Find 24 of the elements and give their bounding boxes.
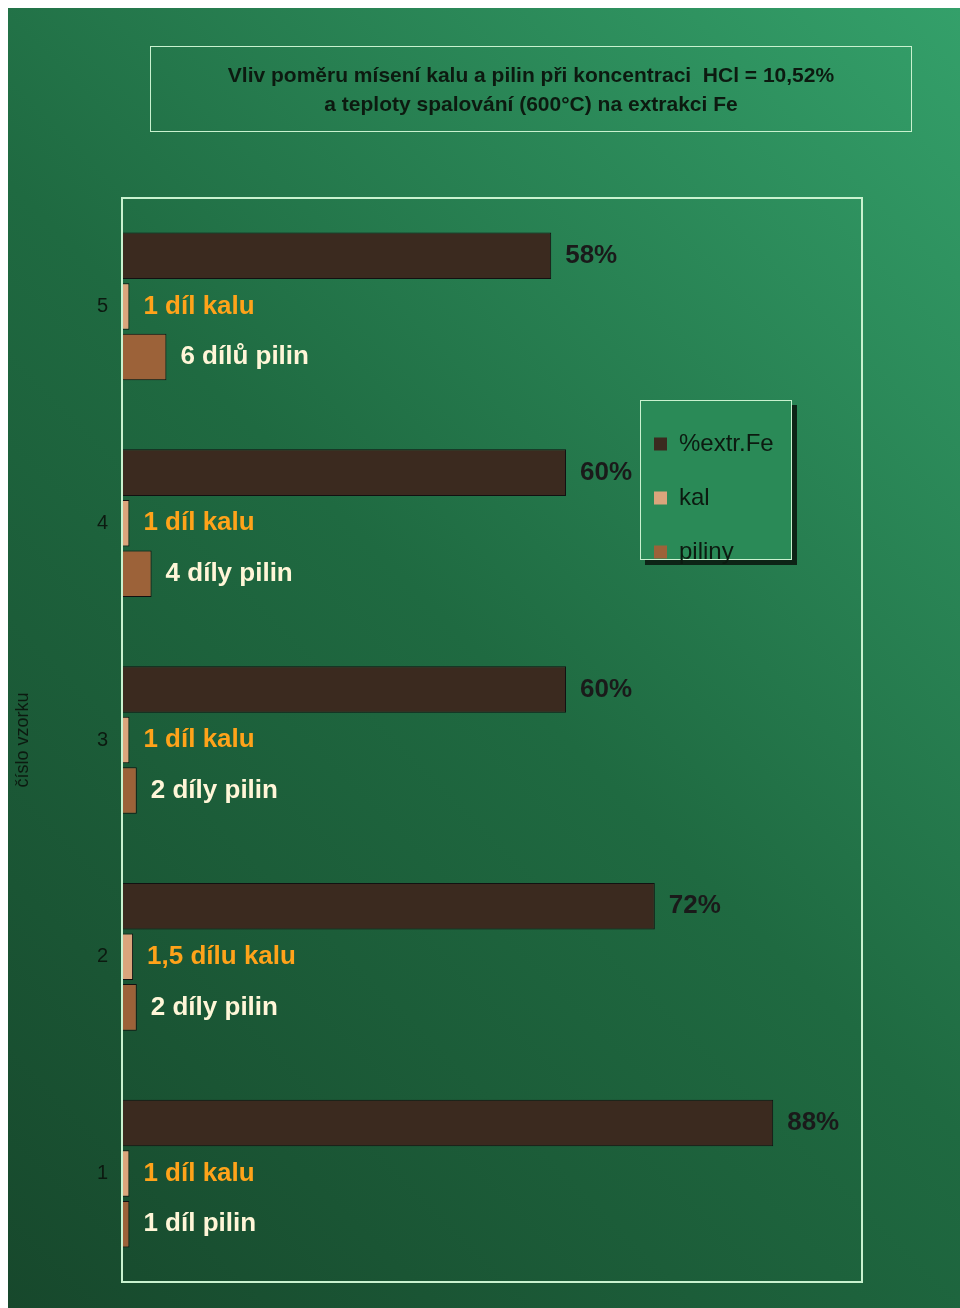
y-tick-label: 2 — [96, 944, 108, 967]
data-label: 60% — [580, 672, 633, 703]
data-label: 1,5 dílu kalu — [147, 939, 296, 970]
data-label: 1 díl kalu — [143, 1156, 255, 1187]
legend-label: kal — [679, 482, 710, 510]
data-label: 4 díly pilin — [165, 556, 293, 587]
y-tick-label: 3 — [96, 727, 108, 750]
data-label: 2 díly pilin — [150, 990, 278, 1021]
data-label: 1 díl pilin — [143, 1207, 257, 1238]
data-label: 2 díly pilin — [150, 773, 278, 804]
data-label: 1 díl kalu — [143, 723, 255, 754]
legend-label: piliny — [679, 536, 734, 564]
y-axis-title: číslo vzorku — [11, 692, 32, 788]
data-label: 1 díl kalu — [143, 506, 255, 537]
data-label: 1 díl kalu — [143, 289, 255, 320]
y-tick-label: 4 — [96, 510, 108, 533]
legend-label: %extr.Fe — [679, 428, 774, 456]
data-label: 60% — [580, 455, 633, 486]
data-label: 88% — [787, 1106, 840, 1137]
data-label: 58% — [565, 238, 618, 269]
y-tick-label: 5 — [96, 293, 108, 316]
data-label: 6 dílů pilin — [180, 340, 309, 371]
chart-title: Vliv poměru mísení kalu a pilin při koncentraci HCl = 10,52% a teploty spalování (600°C) na extrakci Fe — [150, 46, 912, 132]
data-label: 72% — [668, 889, 721, 920]
